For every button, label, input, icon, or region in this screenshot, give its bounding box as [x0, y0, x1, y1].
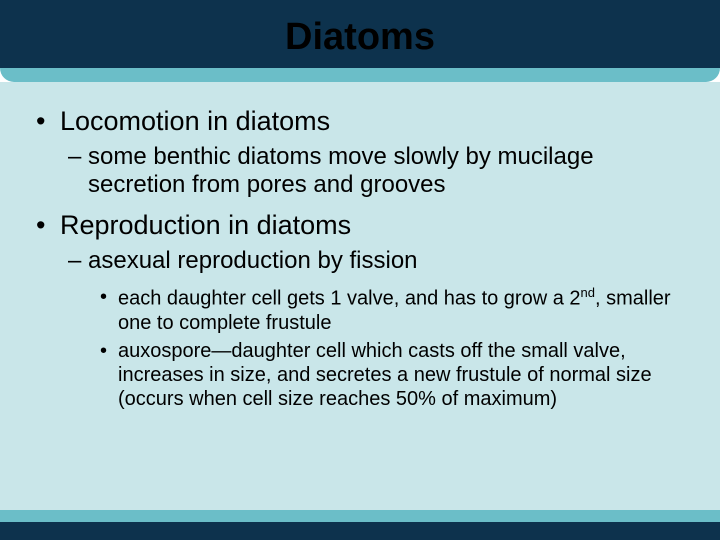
- bullet-daughter-cell-valve: each daughter cell gets 1 valve, and has…: [100, 285, 684, 335]
- bullet-auxospore: auxospore—daughter cell which casts off …: [100, 339, 684, 411]
- bullet-locomotion-detail: some benthic diatoms move slowly by muci…: [68, 143, 684, 200]
- footer-light-strip: [0, 510, 720, 522]
- footer-dark-strip: [0, 522, 720, 540]
- slide: Diatoms Locomotion in diatoms some benth…: [0, 0, 720, 540]
- text-fragment: each daughter cell gets 1 valve, and has…: [118, 288, 581, 310]
- bullet-reproduction-asexual: asexual reproduction by fission: [68, 247, 684, 275]
- bullet-reproduction-heading: Reproduction in diatoms: [36, 210, 684, 241]
- title-bar: Diatoms: [0, 0, 720, 82]
- footer-bar: [0, 510, 720, 540]
- slide-title: Diatoms: [0, 16, 720, 59]
- bullet-locomotion-heading: Locomotion in diatoms: [36, 106, 684, 137]
- slide-body: Locomotion in diatoms some benthic diato…: [0, 82, 720, 510]
- superscript-nd: nd: [581, 285, 595, 300]
